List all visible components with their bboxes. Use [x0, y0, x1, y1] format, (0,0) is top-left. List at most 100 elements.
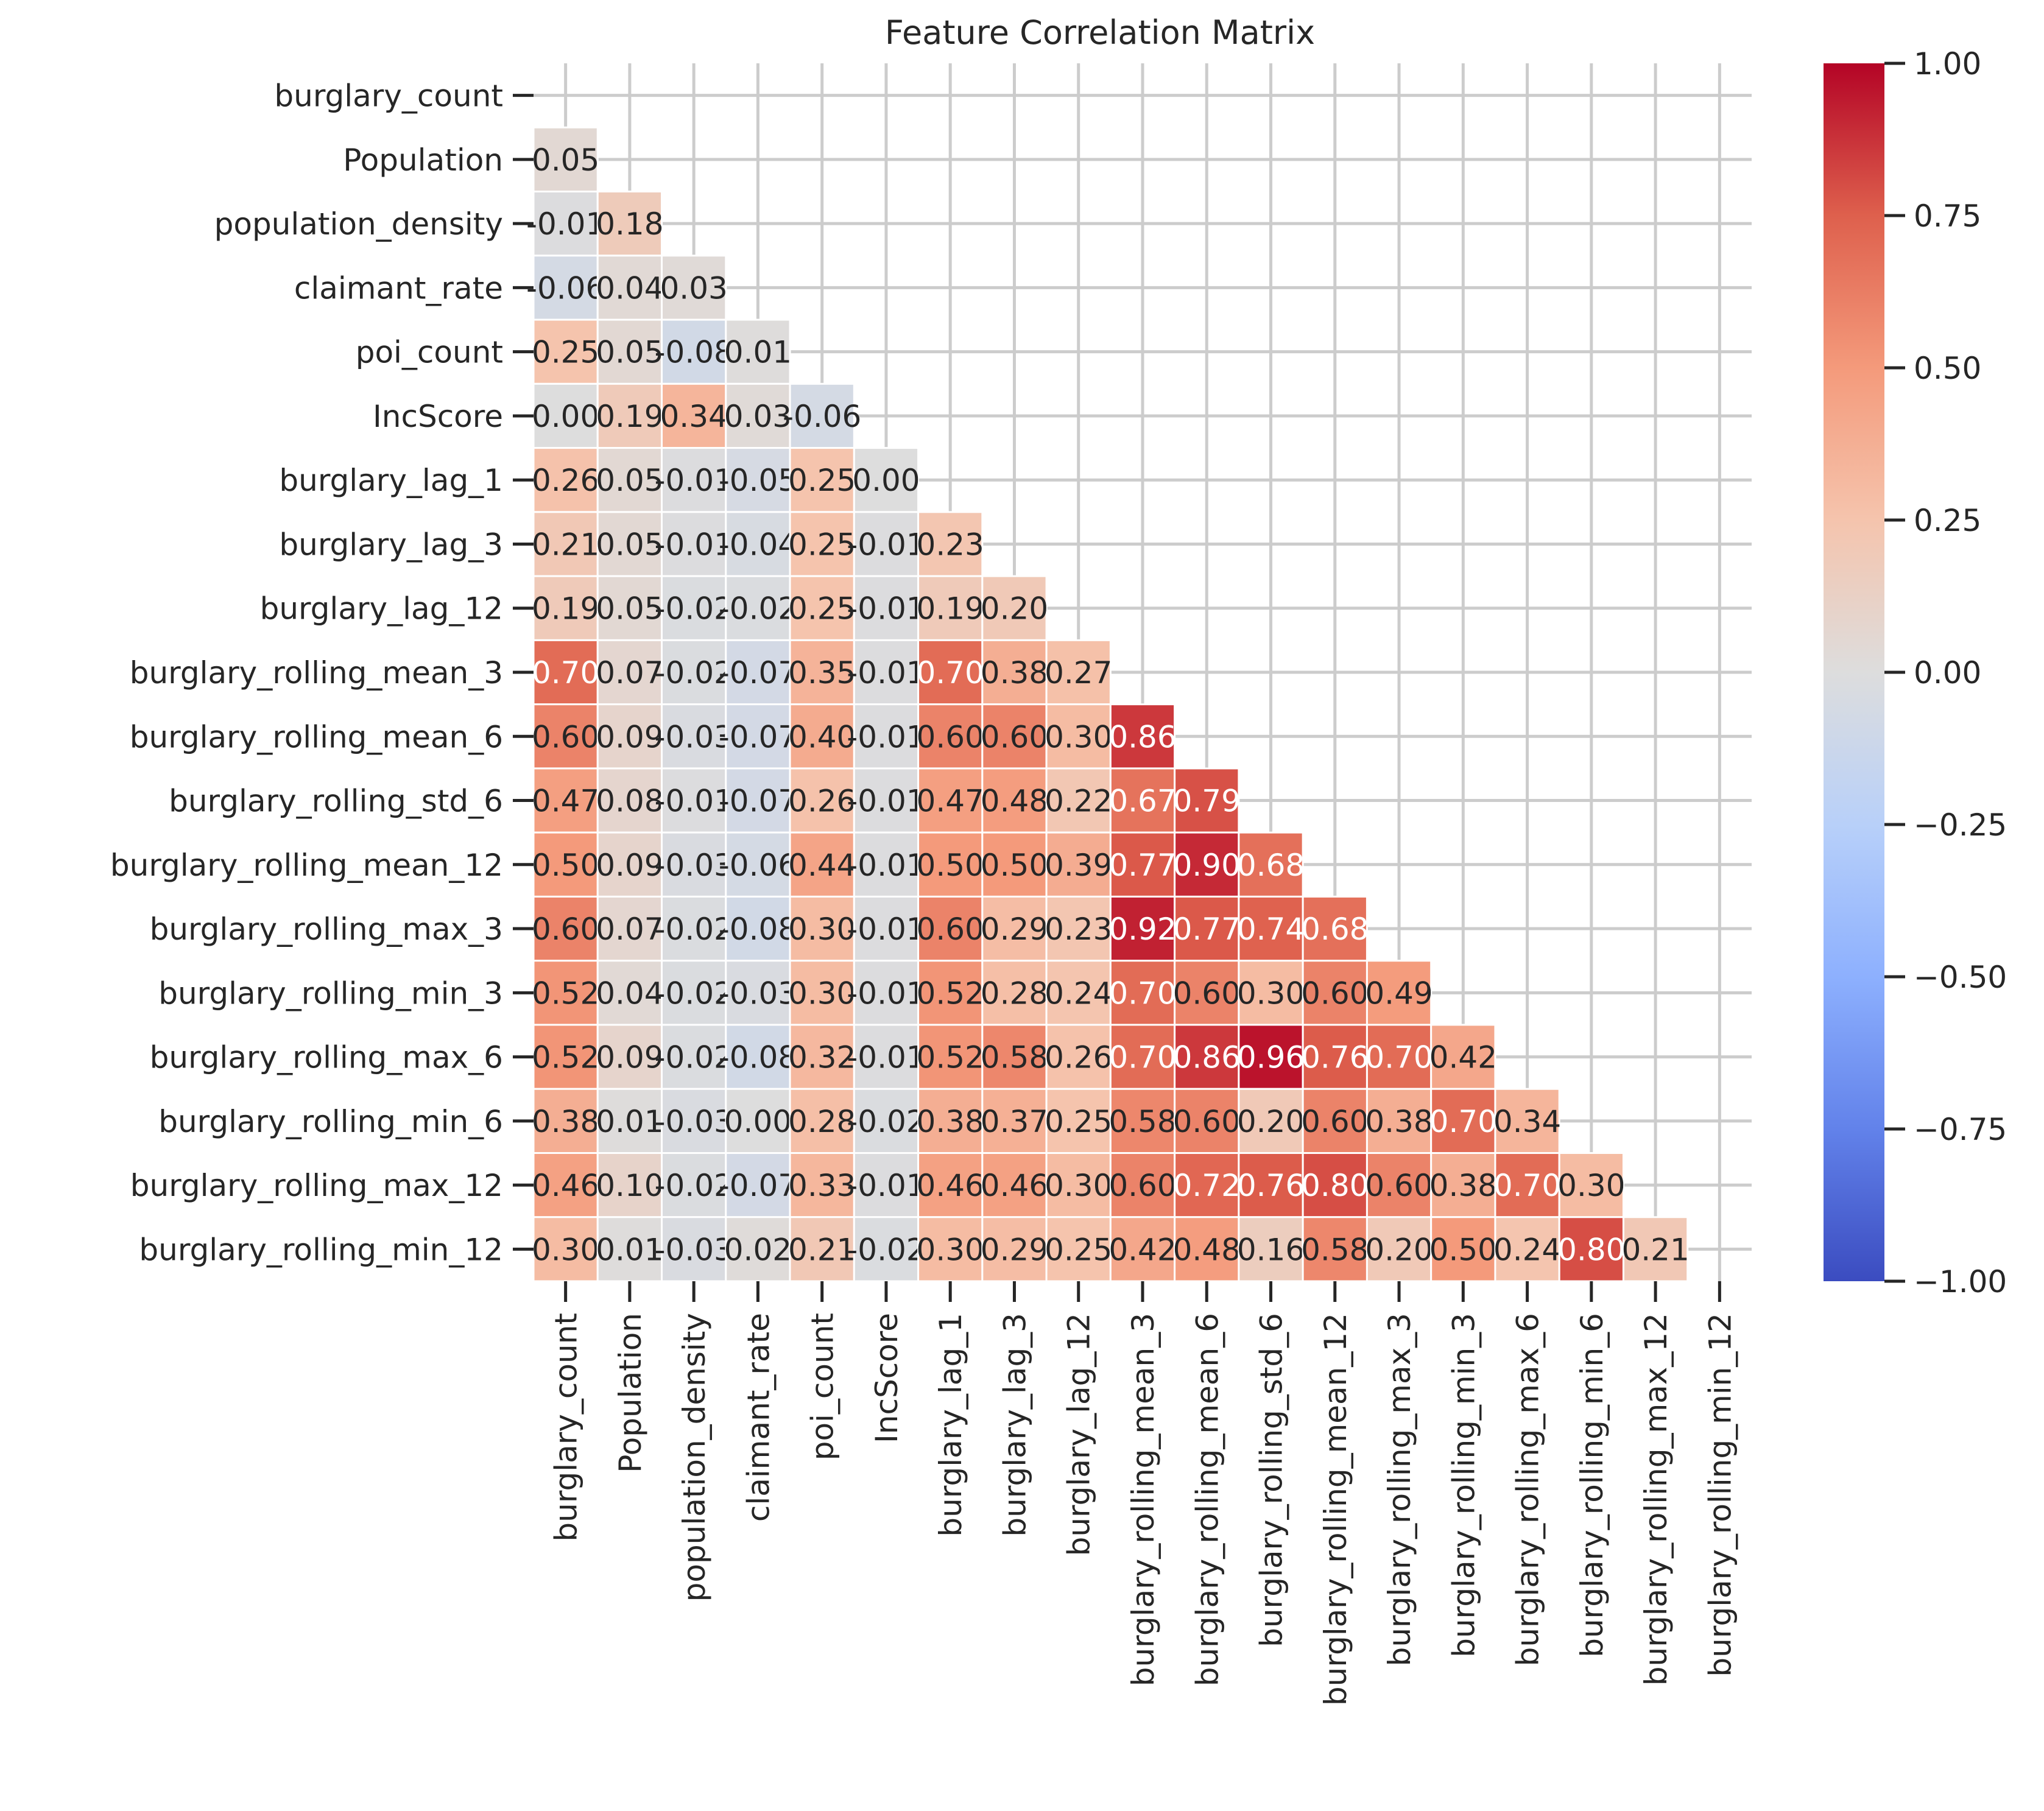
x-tick-label: burglary_rolling_min_6: [1574, 1313, 1610, 1658]
y-tick-label: burglary_lag_12: [260, 591, 503, 627]
cell-value-label: 0.76: [1301, 1040, 1369, 1075]
cell-value-label: 0.40: [788, 719, 856, 754]
y-tick-label: burglary_rolling_mean_12: [110, 848, 503, 883]
cell-value-label: 0.60: [1365, 1168, 1433, 1203]
cell-value-label: -0.02: [847, 1104, 925, 1139]
heatmap-cell: [532, 382, 599, 449]
cell-value-label: 0.30: [532, 1232, 599, 1267]
heatmap-cell: [532, 318, 599, 385]
heatmap-cell: [853, 767, 920, 834]
cell-value-label: 0.22: [1045, 784, 1112, 819]
heatmap-cell: [981, 895, 1048, 962]
cell-value-label: 0.39: [1045, 848, 1112, 883]
cell-value-label: 0.25: [788, 591, 856, 627]
cell-value-label: 0.09: [596, 848, 663, 883]
x-tick-label: burglary_lag_1: [933, 1313, 968, 1537]
cell-value-label: 0.68: [1301, 912, 1369, 947]
heatmap-cell: [1045, 960, 1112, 1026]
cell-value-label: 0.76: [1237, 1168, 1305, 1203]
cell-value-label: 0.01: [596, 1232, 663, 1267]
cell-value-label: -0.01: [847, 1040, 925, 1075]
cell-value-label: 0.70: [1108, 976, 1176, 1011]
cell-value-label: 0.20: [1237, 1104, 1305, 1139]
heatmap-cell: [596, 447, 663, 513]
colorbar-bar: [1824, 63, 1884, 1281]
y-tick-label: burglary_lag_1: [279, 463, 503, 498]
x-tick-label: burglary_rolling_max_6: [1510, 1313, 1546, 1666]
x-tick-label: burglary_rolling_min_12: [1702, 1313, 1738, 1677]
cell-value-label: 0.70: [1493, 1168, 1561, 1203]
heatmap-cell: [917, 960, 984, 1026]
y-tick-label: claimant_rate: [294, 270, 503, 306]
cell-value-label: 0.25: [788, 463, 856, 498]
heatmap-cell: [853, 1216, 920, 1282]
heatmap-cell: [1494, 1152, 1560, 1218]
heatmap-cell: [1366, 960, 1433, 1026]
heatmap-cell: [596, 895, 663, 962]
x-tick-label: IncScore: [869, 1313, 904, 1443]
y-tick-label: burglary_rolling_mean_6: [130, 719, 503, 754]
heatmap-cell: [532, 255, 599, 321]
y-tick-label: burglary_rolling_mean_3: [130, 655, 503, 691]
cell-value-label: 0.47: [917, 784, 984, 819]
cell-value-label: 0.58: [1108, 1104, 1176, 1139]
heatmap-cell: [853, 703, 920, 770]
cell-value-label: 0.21: [788, 1232, 856, 1267]
x-tick-label: population_density: [677, 1313, 712, 1602]
cell-value-label: 0.03: [660, 270, 727, 306]
cell-value-label: 0.26: [532, 463, 599, 498]
cell-value-label: -0.08: [654, 335, 733, 370]
cell-value-label: 0.47: [532, 784, 599, 819]
heatmap-cell: [661, 960, 727, 1026]
cell-value-label: -0.01: [654, 463, 733, 498]
cell-value-label: 0.60: [917, 912, 984, 947]
cell-value-label: 0.19: [917, 591, 984, 627]
y-tick-label: population_density: [214, 206, 503, 242]
cell-value-label: 0.60: [1173, 976, 1241, 1011]
colorbar-tick-label: 0.50: [1914, 351, 1981, 386]
colorbar-tick-label: −1.00: [1914, 1264, 2007, 1299]
cell-value-label: -0.06: [783, 399, 861, 434]
heatmap-cell: [661, 895, 727, 962]
cell-value-label: 0.05: [596, 335, 663, 370]
cell-value-label: 0.77: [1108, 848, 1176, 883]
colorbar-tick-label: 0.00: [1914, 655, 1981, 691]
cell-value-label: -0.05: [719, 463, 797, 498]
heatmap-cell: [853, 960, 920, 1026]
heatmap-cell: [596, 318, 663, 385]
heatmap-cell: [853, 1088, 920, 1154]
heatmap-cell: [917, 1024, 984, 1090]
cell-value-label: 0.77: [1173, 912, 1241, 947]
heatmap-cell: [596, 1152, 663, 1218]
cell-value-label: 0.05: [532, 142, 599, 178]
cell-value-label: 0.00: [852, 463, 920, 498]
heatmap-cell: [1174, 1088, 1240, 1154]
colorbar-tick-label: −0.25: [1914, 807, 2007, 843]
y-tick-label: burglary_rolling_max_3: [150, 912, 503, 947]
cell-value-label: 0.86: [1173, 1040, 1241, 1075]
heatmap-cell: [1174, 1216, 1240, 1282]
cell-value-label: -0.01: [847, 784, 925, 819]
y-tick-label: IncScore: [373, 399, 503, 434]
cell-value-label: 0.04: [596, 976, 663, 1011]
cell-value-label: 0.25: [532, 335, 599, 370]
cell-value-label: 0.50: [981, 848, 1048, 883]
cell-value-label: 0.30: [788, 912, 856, 947]
heatmap-cell: [853, 831, 920, 898]
heatmap-cell: [1109, 960, 1176, 1026]
cell-value-label: 0.27: [1045, 655, 1112, 691]
heatmap-cell: [1494, 1088, 1560, 1154]
cell-value-label: 0.70: [532, 655, 599, 691]
heatmap-cell: [1622, 1216, 1689, 1282]
x-tick-label: burglary_rolling_max_3: [1382, 1313, 1417, 1666]
heatmap-cell: [1238, 895, 1304, 962]
cell-value-label: 0.38: [1429, 1168, 1497, 1203]
cell-value-label: 0.38: [1365, 1104, 1433, 1139]
cell-value-label: -0.01: [847, 1168, 925, 1203]
cell-value-label: -0.07: [719, 1168, 797, 1203]
heatmap-cell: [917, 1216, 984, 1282]
cell-value-label: -0.01: [847, 848, 925, 883]
heatmap-cell: [1366, 1088, 1433, 1154]
cell-value-label: 0.48: [981, 784, 1048, 819]
cell-value-label: -0.01: [654, 784, 733, 819]
